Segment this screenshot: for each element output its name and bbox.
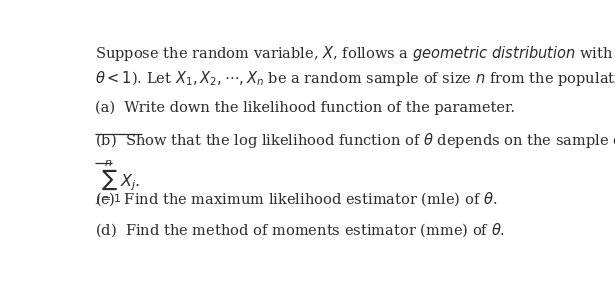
Text: (a)  Write down the likelihood function of the parameter.: (a) Write down the likelihood function o… — [95, 101, 515, 115]
Text: Suppose the random variable, $X$, follows a $\it{geometric\ distribution}$ with : Suppose the random variable, $X$, follow… — [95, 44, 615, 63]
Text: (b)  Show that the log likelihood function of $\theta$ depends on the sample onl: (b) Show that the log likelihood functio… — [95, 131, 615, 150]
Text: $\theta < 1$). Let $X_1, X_2, \cdots, X_n$ be a random sample of size $n$ from t: $\theta < 1$). Let $X_1, X_2, \cdots, X_… — [95, 69, 615, 88]
Text: $\sum_{j=1}^{n} X_j.$: $\sum_{j=1}^{n} X_j.$ — [95, 158, 140, 207]
Text: (d)  Find the method of moments estimator (mme) of $\theta$.: (d) Find the method of moments estimator… — [95, 221, 505, 239]
Text: (c)  Find the maximum likelihood estimator (mle) of $\theta$.: (c) Find the maximum likelihood estimato… — [95, 190, 498, 208]
